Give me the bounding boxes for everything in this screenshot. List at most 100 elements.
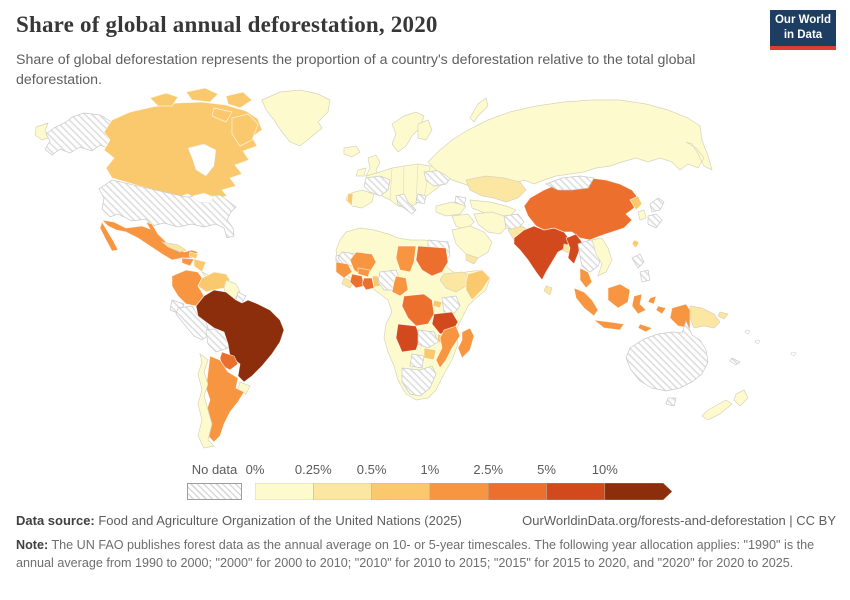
legend-bin-b7[interactable]: [604, 483, 673, 500]
country-botswana[interactable]: [409, 353, 425, 369]
owid-logo[interactable]: Our World in Data: [770, 10, 836, 50]
country-zimbabwe[interactable]: [423, 347, 437, 361]
country-norway-sweden[interactable]: [391, 111, 425, 153]
country-peru[interactable]: [175, 305, 211, 341]
country-new-britain[interactable]: [717, 311, 729, 320]
country-new-zealand-south[interactable]: [701, 399, 733, 421]
rights-link[interactable]: OurWorldinData.org/forests-and-deforesta…: [522, 513, 836, 528]
country-usa[interactable]: [98, 179, 237, 239]
legend-bin-b5[interactable]: [487, 483, 547, 500]
country-somalia[interactable]: [465, 269, 491, 301]
country-sudan[interactable]: [415, 245, 449, 277]
country-angola[interactable]: [395, 323, 421, 353]
country-alaska[interactable]: [44, 112, 119, 156]
country-senegal-guinea[interactable]: [335, 261, 353, 279]
country-timor[interactable]: [637, 323, 653, 333]
country-brazil[interactable]: [195, 289, 285, 383]
country-iran[interactable]: [473, 211, 509, 235]
country-philippines[interactable]: [631, 253, 645, 269]
country-australia[interactable]: [625, 320, 709, 392]
country-sri-lanka[interactable]: [543, 285, 553, 296]
country-canada[interactable]: [103, 101, 263, 200]
country-yemen[interactable]: [465, 253, 479, 265]
country-honduras-nicaragua[interactable]: [193, 258, 207, 273]
country-indonesia-java[interactable]: [592, 319, 625, 331]
country-canada-arctic-islands[interactable]: [211, 107, 233, 123]
country-canada-arctic-islands[interactable]: [185, 87, 219, 103]
country-saudi-arabia[interactable]: [451, 225, 493, 259]
country-myanmar[interactable]: [565, 233, 583, 265]
legend-no-data-swatch[interactable]: [187, 483, 242, 500]
country-taiwan[interactable]: [631, 239, 640, 249]
country-tasmania[interactable]: [665, 397, 677, 407]
country-dr-congo[interactable]: [401, 293, 435, 327]
country-argentina[interactable]: [205, 355, 245, 443]
country-south-korea[interactable]: [637, 209, 647, 221]
country-kenya[interactable]: [441, 295, 461, 317]
country-indonesia-sulawesi[interactable]: [631, 293, 647, 315]
country-philippines[interactable]: [639, 269, 651, 283]
country-canada-arctic-islands[interactable]: [149, 92, 179, 107]
country-indonesia-moluccas[interactable]: [647, 295, 657, 305]
country-ireland[interactable]: [355, 167, 367, 177]
country-chad[interactable]: [395, 245, 417, 273]
country-hispaniola[interactable]: [188, 251, 199, 260]
country-balkans[interactable]: [415, 193, 427, 205]
country-turkey[interactable]: [435, 201, 467, 217]
country-ethiopia[interactable]: [439, 271, 473, 293]
country-ghana[interactable]: [361, 277, 375, 291]
note-text: The UN FAO publishes forest data as the …: [16, 537, 815, 571]
country-finland[interactable]: [417, 119, 433, 141]
country-india[interactable]: [513, 225, 571, 281]
country-vietnam[interactable]: [591, 237, 613, 277]
country-cameroon[interactable]: [391, 275, 409, 297]
country-burkina-faso[interactable]: [357, 267, 371, 278]
country-madagascar[interactable]: [457, 327, 475, 359]
country-france[interactable]: [363, 175, 391, 197]
country-south-africa[interactable]: [401, 365, 437, 397]
country-indonesia-borneo[interactable]: [607, 283, 631, 309]
country-kazakhstan[interactable]: [465, 175, 527, 203]
country-greenland[interactable]: [261, 89, 331, 147]
country-russia[interactable]: [427, 99, 713, 189]
country-indonesia-moluccas[interactable]: [655, 305, 667, 315]
country-chile[interactable]: [197, 353, 215, 449]
country-new-caledonia[interactable]: [729, 357, 741, 366]
country-indonesia-sumatra[interactable]: [573, 287, 599, 317]
country-iceland[interactable]: [343, 145, 361, 158]
country-mongolia[interactable]: [545, 175, 595, 191]
legend-bin-b3[interactable]: [371, 483, 431, 500]
world-map[interactable]: [0, 0, 850, 460]
country-mexico[interactable]: [100, 219, 199, 261]
legend-bin-b2[interactable]: [313, 483, 372, 500]
country-colombia[interactable]: [171, 269, 205, 307]
country-togo-benin[interactable]: [371, 275, 381, 288]
country-new-zealand-north[interactable]: [733, 389, 749, 407]
country-papua-new-guinea[interactable]: [689, 305, 721, 329]
legend-color-bar[interactable]: [255, 483, 675, 500]
legend-bin-b1[interactable]: [255, 483, 314, 500]
country-malaysia[interactable]: [579, 267, 593, 289]
map-legend: No data 0% 0.25% 0.5% 1% 2.5% 5% 10%: [0, 458, 850, 506]
country-cote-divoire[interactable]: [349, 273, 365, 289]
country-mozambique[interactable]: [435, 325, 461, 369]
country-italy[interactable]: [395, 193, 417, 215]
country-uganda[interactable]: [432, 299, 443, 309]
country-cuba[interactable]: [160, 241, 187, 253]
country-zambia[interactable]: [417, 329, 439, 349]
country-mexico-baja[interactable]: [99, 221, 119, 252]
country-portugal[interactable]: [346, 192, 354, 207]
country-north-korea[interactable]: [629, 195, 643, 211]
country-novaya-zemlya[interactable]: [469, 97, 489, 123]
country-japan[interactable]: [649, 197, 665, 213]
country-japan[interactable]: [647, 213, 663, 229]
country-baffin-island[interactable]: [231, 113, 259, 147]
source-row: Data source: Food and Agriculture Organi…: [16, 512, 836, 531]
country-indonesia-papua[interactable]: [669, 303, 691, 329]
country-canada-arctic-islands[interactable]: [225, 91, 253, 109]
legend-bin-b6[interactable]: [546, 483, 606, 500]
country-guatemala[interactable]: [181, 257, 195, 267]
country-afghanistan[interactable]: [503, 213, 525, 231]
country-paraguay[interactable]: [219, 351, 239, 371]
legend-bin-b4[interactable]: [429, 483, 489, 500]
